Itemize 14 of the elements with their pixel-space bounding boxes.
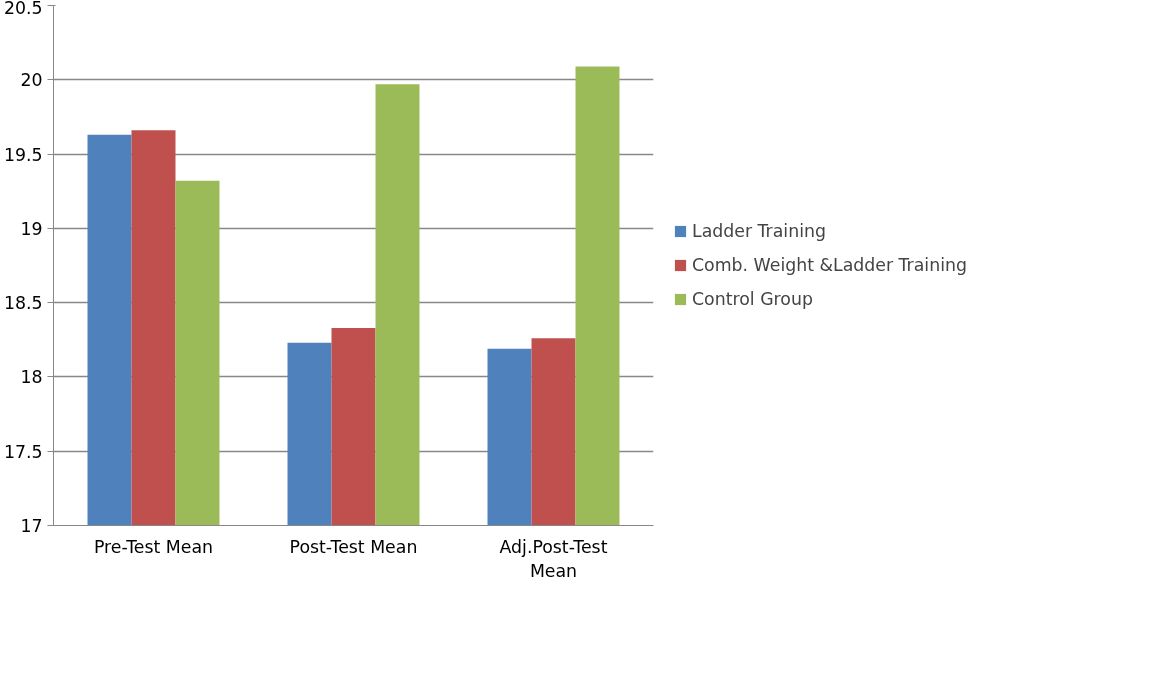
legend-label: Control Group (692, 289, 813, 309)
y-tick-label: 17.5 (3, 441, 43, 462)
y-tick-label: 18.5 (3, 293, 43, 314)
y-tick-label: 17 (20, 516, 43, 536)
y-tick-label: 19 (20, 218, 43, 239)
y-tick-label: 20 (20, 70, 43, 91)
y-tick-label: 19.5 (3, 144, 43, 165)
legend-label: Ladder Training (692, 221, 826, 241)
x-tick-label: Pre-Test Mean (93, 536, 214, 557)
legend-label: Comb. Weight &Ladder Training (692, 255, 967, 275)
x-tick-label: Adj.Post-Test Mean (499, 536, 608, 581)
y-tick-label: 18 (20, 367, 43, 388)
y-tick-label: 20.5 (3, 0, 43, 18)
x-tick-label: Post-Test Mean (289, 536, 418, 557)
